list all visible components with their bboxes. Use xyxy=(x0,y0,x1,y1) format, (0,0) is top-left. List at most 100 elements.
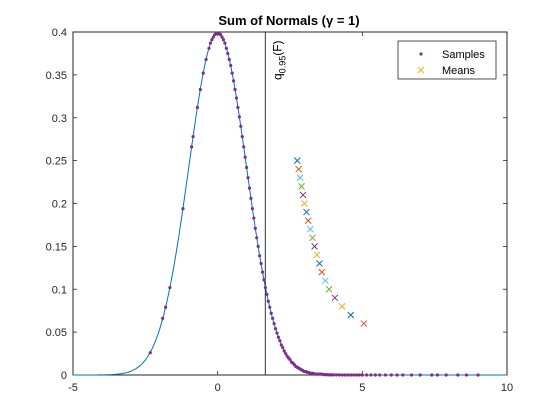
x-tick-label: 5 xyxy=(359,382,365,394)
mean-point-stroke xyxy=(296,174,304,182)
sample-point xyxy=(369,373,373,377)
sample-point xyxy=(269,311,273,315)
sample-point xyxy=(263,285,268,290)
mean-point xyxy=(316,260,323,267)
mean-point xyxy=(306,225,314,233)
y-tick-label: 0.35 xyxy=(46,70,67,82)
mean-point xyxy=(299,191,307,199)
sample-point xyxy=(354,373,359,377)
sample-point xyxy=(258,254,262,258)
sample-point xyxy=(233,87,237,92)
sample-point xyxy=(273,327,278,331)
sample-point xyxy=(181,207,185,211)
mean-point xyxy=(360,320,368,327)
sample-point xyxy=(231,79,236,83)
sample-point xyxy=(207,46,211,50)
sample-point xyxy=(352,373,356,377)
sample-point xyxy=(343,373,347,377)
sample-point xyxy=(401,373,405,377)
mean-point xyxy=(303,208,310,216)
quantile-line-layer: q0.95(F) xyxy=(264,32,287,375)
y-tick-label: 0.3 xyxy=(52,113,67,125)
x-tick-label: -5 xyxy=(68,382,78,394)
sample-point xyxy=(190,145,194,149)
sample-point xyxy=(331,373,335,377)
sample-point xyxy=(168,285,172,290)
sample-point xyxy=(255,236,259,240)
legend-samples-label: Samples xyxy=(442,49,485,61)
mean-point-stroke xyxy=(338,303,346,310)
sample-point xyxy=(195,105,200,110)
sample-point xyxy=(418,373,422,377)
sample-point xyxy=(373,373,377,377)
sample-point xyxy=(201,71,205,75)
legend-means-marker xyxy=(417,66,425,74)
sample-point xyxy=(161,316,165,320)
sample-point xyxy=(346,373,350,377)
sample-point xyxy=(444,373,448,377)
sample-point xyxy=(282,349,286,353)
sample-point xyxy=(266,299,270,303)
sample-point xyxy=(208,41,213,45)
sample-point xyxy=(252,216,256,220)
mean-point xyxy=(296,174,304,182)
sample-point xyxy=(271,316,275,320)
sample-point xyxy=(279,343,283,347)
sample-point xyxy=(221,38,226,42)
mean-point-stroke xyxy=(301,200,308,207)
sample-point xyxy=(243,155,247,159)
mean-point xyxy=(325,285,333,293)
sample-point xyxy=(256,244,260,248)
legend-box xyxy=(397,40,497,80)
mean-point-stroke xyxy=(311,243,318,250)
mean-point-stroke xyxy=(321,277,329,285)
mean-point xyxy=(347,311,355,319)
sample-point xyxy=(237,115,241,119)
mean-point xyxy=(309,234,316,242)
sample-point xyxy=(360,373,364,377)
sample-point xyxy=(247,186,252,190)
sample-point xyxy=(148,351,152,355)
mean-point-stroke xyxy=(318,268,326,276)
sample-point xyxy=(389,373,393,377)
chart-title: Sum of Normals (γ = 1) xyxy=(218,13,359,28)
sample-point xyxy=(223,41,227,45)
mean-point-stroke xyxy=(303,208,310,216)
mean-point-stroke xyxy=(304,217,312,225)
sample-point xyxy=(337,373,341,377)
sample-point xyxy=(224,46,228,50)
sample-point xyxy=(242,145,246,149)
mean-point-stroke xyxy=(325,285,333,293)
sample-point xyxy=(272,321,276,326)
sample-point xyxy=(211,35,215,39)
sample-point xyxy=(476,373,480,377)
sample-point xyxy=(357,373,362,377)
sample-point xyxy=(226,51,230,56)
sample-point xyxy=(191,135,195,139)
sample-point xyxy=(163,305,168,309)
sample-point xyxy=(239,124,243,128)
y-tick-label: 0.15 xyxy=(46,241,67,253)
mean-point xyxy=(301,200,308,207)
y-tick-label: 0.4 xyxy=(52,27,67,39)
sample-point xyxy=(265,292,269,296)
sample-point xyxy=(230,71,234,75)
sample-point xyxy=(456,373,460,377)
means-layer xyxy=(293,157,368,327)
sample-point xyxy=(240,135,244,139)
sample-point xyxy=(378,373,382,377)
mean-point xyxy=(331,294,339,302)
sample-point xyxy=(204,57,208,62)
sample-point xyxy=(218,32,223,37)
sample-point xyxy=(262,278,266,282)
quantile-label: q0.95(F) xyxy=(270,40,287,80)
sample-point xyxy=(349,373,353,377)
sample-point xyxy=(268,305,272,309)
mean-point-stroke xyxy=(293,157,301,164)
sample-point xyxy=(409,373,414,377)
mean-point xyxy=(304,217,312,225)
sample-point xyxy=(340,373,344,377)
